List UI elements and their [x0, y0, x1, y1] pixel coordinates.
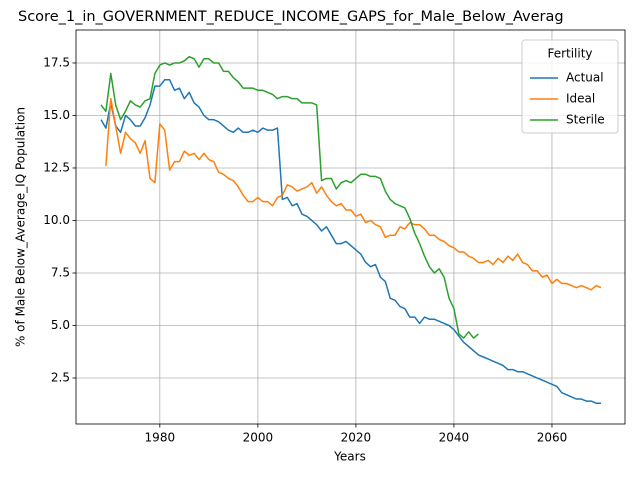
- x-tick-label: 2020: [341, 431, 372, 445]
- x-tick-label: 2000: [243, 431, 274, 445]
- line: [100, 55, 479, 339]
- legend-title: Fertility: [547, 47, 592, 61]
- y-tick-label: 15.0: [43, 108, 70, 122]
- line: [105, 97, 602, 291]
- legend-label: Ideal: [566, 92, 595, 106]
- y-tick-label: 2.5: [51, 371, 70, 385]
- y-tick-label: 10.0: [43, 213, 70, 227]
- legend-label: Sterile: [566, 113, 605, 127]
- x-axis-label: Years: [333, 450, 366, 464]
- y-tick-label: 12.5: [43, 160, 70, 174]
- chart-title: Score_1_in_GOVERNMENT_REDUCE_INCOME_GAPS…: [18, 9, 564, 25]
- x-tick-label: 2060: [537, 431, 568, 445]
- x-tick-label: 2040: [439, 431, 470, 445]
- legend-box: [521, 39, 619, 134]
- x-tick-label: 1980: [145, 431, 176, 445]
- y-tick-label: 7.5: [51, 265, 70, 279]
- y-tick-label: 5.0: [51, 318, 70, 332]
- legend-label: Actual: [566, 71, 604, 85]
- line: [100, 79, 601, 404]
- y-axis-label: % of Male Below_Average_IQ Population: [14, 107, 28, 347]
- plot-frame: [75, 29, 626, 425]
- y-tick-label: 17.5: [43, 55, 70, 69]
